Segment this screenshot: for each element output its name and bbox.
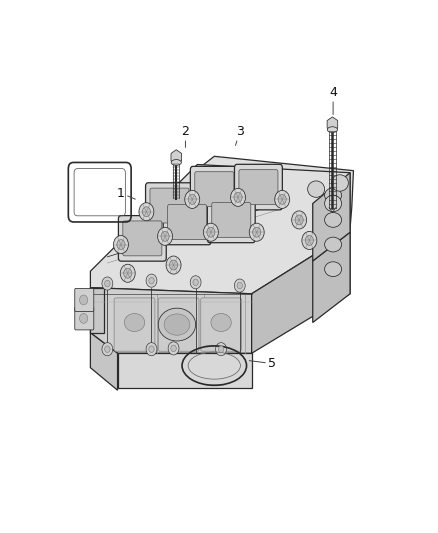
- Polygon shape: [90, 288, 251, 353]
- Circle shape: [105, 346, 110, 352]
- Polygon shape: [251, 232, 350, 353]
- Ellipse shape: [124, 313, 145, 332]
- Circle shape: [215, 343, 226, 356]
- FancyBboxPatch shape: [75, 288, 94, 311]
- Polygon shape: [90, 333, 117, 390]
- Circle shape: [203, 223, 219, 241]
- Polygon shape: [117, 353, 251, 388]
- Circle shape: [80, 295, 88, 305]
- Ellipse shape: [332, 175, 348, 191]
- Circle shape: [193, 279, 198, 286]
- Circle shape: [166, 256, 181, 274]
- Circle shape: [139, 203, 154, 221]
- Ellipse shape: [325, 262, 342, 277]
- Circle shape: [168, 342, 179, 355]
- Circle shape: [302, 231, 317, 249]
- Circle shape: [142, 207, 151, 216]
- FancyBboxPatch shape: [207, 197, 255, 243]
- Ellipse shape: [158, 308, 196, 341]
- FancyBboxPatch shape: [114, 298, 155, 351]
- Circle shape: [102, 343, 113, 356]
- Circle shape: [105, 280, 110, 287]
- Circle shape: [230, 188, 246, 206]
- Circle shape: [102, 277, 113, 290]
- Circle shape: [234, 279, 245, 292]
- Ellipse shape: [325, 188, 342, 203]
- Circle shape: [158, 227, 173, 245]
- Circle shape: [80, 313, 88, 324]
- Ellipse shape: [307, 181, 325, 197]
- Circle shape: [117, 240, 125, 249]
- Ellipse shape: [164, 314, 190, 335]
- Ellipse shape: [171, 159, 181, 165]
- FancyBboxPatch shape: [212, 203, 251, 237]
- FancyBboxPatch shape: [145, 183, 194, 228]
- FancyBboxPatch shape: [168, 205, 207, 239]
- Circle shape: [120, 264, 135, 282]
- Ellipse shape: [325, 195, 342, 212]
- FancyBboxPatch shape: [234, 164, 283, 210]
- Circle shape: [249, 223, 264, 241]
- Circle shape: [149, 346, 154, 352]
- Circle shape: [253, 227, 261, 237]
- FancyBboxPatch shape: [195, 172, 234, 207]
- FancyBboxPatch shape: [150, 188, 189, 223]
- Ellipse shape: [211, 313, 231, 332]
- Polygon shape: [313, 232, 350, 322]
- Ellipse shape: [169, 313, 189, 332]
- FancyBboxPatch shape: [158, 298, 199, 351]
- Circle shape: [237, 282, 243, 289]
- Circle shape: [146, 274, 157, 287]
- FancyBboxPatch shape: [75, 307, 94, 330]
- Polygon shape: [90, 288, 104, 333]
- FancyBboxPatch shape: [239, 169, 278, 205]
- Circle shape: [278, 195, 286, 204]
- Polygon shape: [171, 150, 182, 165]
- FancyBboxPatch shape: [123, 221, 162, 256]
- Ellipse shape: [327, 127, 338, 133]
- Text: 2: 2: [181, 125, 189, 147]
- Circle shape: [295, 215, 303, 225]
- Polygon shape: [90, 156, 353, 294]
- Circle shape: [292, 211, 307, 229]
- Circle shape: [207, 227, 215, 237]
- Polygon shape: [313, 173, 350, 261]
- Circle shape: [275, 190, 290, 208]
- Ellipse shape: [325, 213, 342, 227]
- Polygon shape: [90, 165, 350, 294]
- Circle shape: [170, 260, 178, 270]
- Polygon shape: [327, 117, 338, 132]
- Text: 5: 5: [249, 357, 276, 370]
- Circle shape: [188, 195, 196, 204]
- Text: 4: 4: [329, 86, 337, 115]
- FancyBboxPatch shape: [201, 298, 241, 351]
- Circle shape: [219, 346, 224, 352]
- Circle shape: [149, 277, 154, 284]
- Circle shape: [185, 190, 200, 208]
- Text: 1: 1: [117, 187, 135, 200]
- Text: 3: 3: [236, 125, 244, 146]
- Circle shape: [190, 276, 201, 289]
- Circle shape: [146, 343, 157, 356]
- Circle shape: [113, 236, 128, 254]
- FancyBboxPatch shape: [191, 166, 238, 212]
- FancyBboxPatch shape: [163, 199, 211, 245]
- Circle shape: [305, 236, 314, 245]
- Circle shape: [124, 268, 132, 278]
- Circle shape: [234, 192, 242, 202]
- Circle shape: [171, 345, 176, 352]
- Ellipse shape: [325, 237, 342, 252]
- FancyBboxPatch shape: [118, 216, 166, 261]
- Circle shape: [161, 231, 169, 241]
